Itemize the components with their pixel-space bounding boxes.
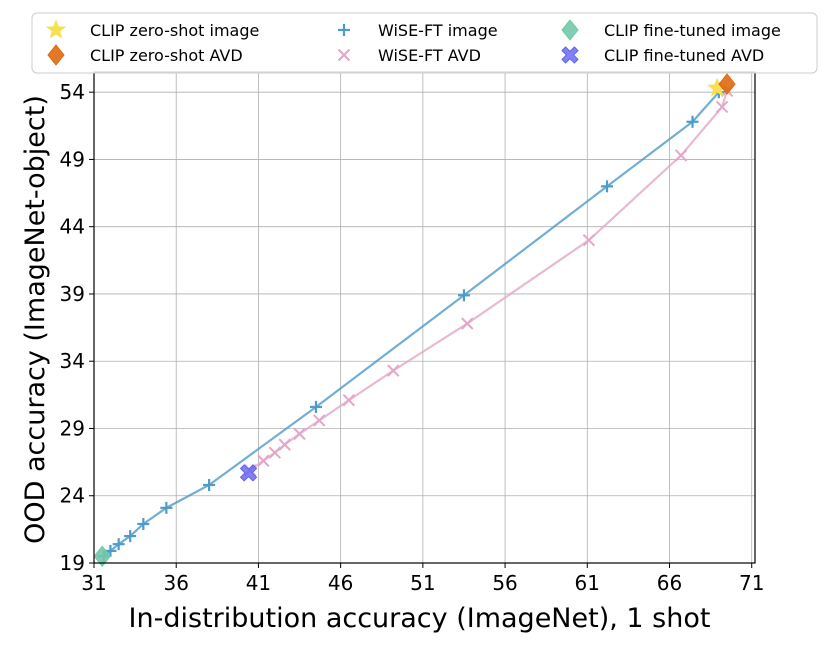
wise-ft-image-point <box>137 517 150 530</box>
series-wise-ft-image <box>97 82 727 563</box>
legend-label: CLIP fine-tuned AVD <box>604 46 764 65</box>
x-tick-label: 46 <box>328 571 353 595</box>
wise-ft-avd-point <box>582 233 596 247</box>
y-tick-label: 49 <box>60 147 85 171</box>
legend-item: CLIP zero-shot AVD <box>47 44 243 66</box>
legend-item: CLIP zero-shot image <box>45 19 259 40</box>
legend-box <box>31 12 818 74</box>
wise-ft-avd-point <box>278 438 291 451</box>
wise-ft-image-point <box>160 501 173 514</box>
y-tick-label: 39 <box>60 282 85 306</box>
wise-ft-avd-point <box>715 100 729 114</box>
wise-ft-avd-point <box>257 454 270 467</box>
legend-item: WiSE-FT AVD <box>337 46 481 65</box>
x-tick-label: 61 <box>575 571 600 595</box>
x-tick-label: 66 <box>657 571 682 595</box>
x-tick-label: 31 <box>81 571 106 595</box>
legend-marker <box>45 19 67 39</box>
wise-ft-image-point <box>124 530 137 543</box>
wise-ft-avd-point <box>293 427 306 441</box>
series-clip-fine-tuned-avd <box>239 464 258 482</box>
plot-frame <box>93 71 756 564</box>
legend-label: CLIP zero-shot AVD <box>90 46 243 65</box>
y-tick-label: 34 <box>60 349 85 373</box>
y-tick-label: 44 <box>60 215 85 239</box>
axes <box>89 71 756 568</box>
clip-fine-tuned-image-point <box>93 545 111 568</box>
legend-item: WiSE-FT image <box>338 21 498 40</box>
legend-marker <box>47 44 65 66</box>
y-tick-label: 54 <box>60 80 85 104</box>
wise-ft-avd-line <box>249 90 729 472</box>
wise-ft-image-point <box>457 289 470 302</box>
legend-marker <box>338 24 350 36</box>
wise-ft-avd-point <box>674 149 688 162</box>
clip-zero-shot-avd-point <box>718 73 736 95</box>
x-tick-label: 36 <box>163 571 188 595</box>
wise-ft-image-point <box>112 538 125 551</box>
wise-ft-avd-point <box>387 364 400 377</box>
series-clip-zero-shot-avd <box>718 73 736 95</box>
wise-ft-avd-point <box>461 317 474 330</box>
x-tick-label: 71 <box>739 571 764 595</box>
grid <box>93 72 755 564</box>
x-tick-label: 51 <box>410 571 435 595</box>
y-tick-label: 29 <box>60 416 85 440</box>
legend-marker <box>337 48 351 62</box>
x-tick-label: 56 <box>492 571 517 595</box>
wise-ft-avd-point <box>268 446 282 459</box>
series-wise-ft-avd <box>243 84 734 477</box>
x-axis-title: In-distribution accuracy (ImageNet), 1 s… <box>129 603 711 634</box>
series-layer <box>93 73 736 568</box>
legend-label: WiSE-FT image <box>378 21 498 40</box>
legend-label: WiSE-FT AVD <box>378 46 481 65</box>
wise-ft-image-point <box>309 400 322 413</box>
y-tick-label: 24 <box>60 484 85 508</box>
wise-ft-image-point <box>203 478 216 491</box>
wise-ft-image-point <box>601 180 614 193</box>
legend-item: CLIP fine-tuned AVD <box>561 46 764 65</box>
legend-label: CLIP fine-tuned image <box>604 21 781 40</box>
legend-marker <box>561 46 579 64</box>
clip-fine-tuned-avd-point <box>239 464 258 482</box>
y-tick-label: 19 <box>60 551 85 575</box>
wise-ft-avd-point <box>342 394 356 407</box>
x-tick-label: 41 <box>246 571 271 595</box>
tick-labels: 31 36 41 46 51 56 61 66 71 19 24 29 34 39 44 49 54 <box>60 80 765 595</box>
legend-item: CLIP fine-tuned image <box>561 19 781 41</box>
wise-ft-image-point <box>686 115 699 128</box>
wise-ft-avd-point <box>313 414 326 427</box>
legend-label: CLIP zero-shot image <box>90 21 259 40</box>
y-axis-title: OOD accuracy (ImageNet-object) <box>20 95 51 544</box>
wise-ft-image-line <box>103 87 722 558</box>
series-clip-fine-tuned-image <box>93 545 111 568</box>
legend: CLIP zero-shot image WiSE-FT image CLIP fi… <box>31 12 818 74</box>
legend-marker <box>561 19 579 41</box>
